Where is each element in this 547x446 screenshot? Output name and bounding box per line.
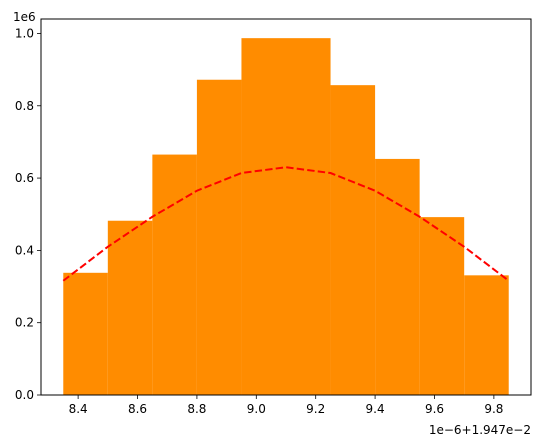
histogram-bar-1 [63,272,108,395]
histogram-bar-5 [241,38,286,396]
x-tick-label: 8.8 [187,402,206,416]
lines-group [62,166,510,282]
axes-frame [40,18,532,396]
y-tick-label: 0.2 [15,316,34,330]
histogram-bar-10 [464,275,509,395]
x-axis-ticks: 8.4 8.6 8.8 9.0 9.2 9.4 9.6 9.8 [69,395,503,416]
histogram-bar-9 [419,217,465,395]
histogram-bar-7 [330,85,376,396]
x-tick-label: 9.6 [425,402,444,416]
histogram-bar-6 [286,38,331,396]
y-tick-label: 0.0 [15,388,34,402]
y-axis-scale-label: 1e6 [13,10,36,24]
y-axis-ticks: 0.0 0.2 0.4 0.6 0.8 1.0 [15,26,41,402]
histogram-bar-4 [196,79,242,395]
y-tick-label: 1.0 [15,26,34,40]
x-tick-label: 8.4 [69,402,88,416]
histogram-bar-2 [107,220,153,395]
x-tick-label: 9.8 [484,402,503,416]
x-tick-label: 9.4 [366,402,385,416]
y-tick-label: 0.8 [15,99,34,113]
x-axis-offset-label: 1e−6+1.947e−2 [429,423,531,437]
x-tick-label: 9.2 [306,402,325,416]
histogram-bar-3 [152,154,197,395]
x-tick-label: 8.6 [128,402,147,416]
y-tick-label: 0.6 [15,171,34,185]
y-tick-label: 0.4 [15,243,34,257]
histogram-bar-8 [375,158,420,395]
x-tick-label: 9.0 [247,402,266,416]
density-curve-line-1 [62,166,510,282]
